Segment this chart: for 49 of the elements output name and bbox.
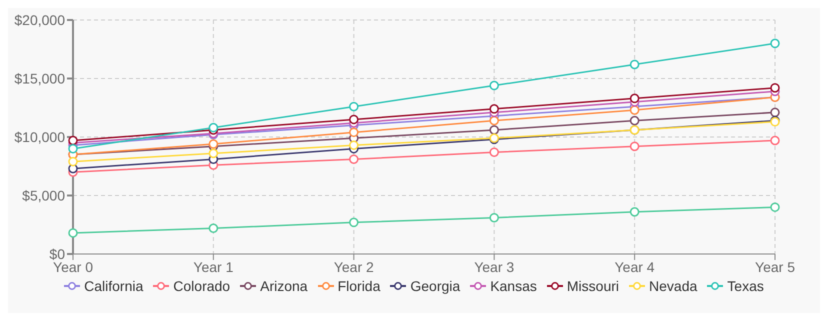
legend-label: Texas <box>727 278 764 294</box>
legend-label: Florida <box>338 278 380 294</box>
point <box>68 144 78 154</box>
point <box>208 139 218 149</box>
point <box>770 136 780 146</box>
legend-label: Nevada <box>649 278 698 294</box>
y-tick-label: $20,000 <box>14 12 66 28</box>
point <box>349 128 359 138</box>
point <box>630 94 640 104</box>
x-tick-label: Year 5 <box>755 258 796 275</box>
legend-label: Arizona <box>260 278 308 294</box>
x-tick-label: Year 2 <box>334 258 374 275</box>
legend-label: Colorado <box>173 278 230 294</box>
point <box>770 202 780 212</box>
y-tick-label: $15,000 <box>14 70 66 86</box>
y-tick-label: $5,000 <box>22 187 66 204</box>
legend-label: California <box>84 278 144 294</box>
point <box>349 218 359 228</box>
point <box>630 105 640 115</box>
legend-label: Georgia <box>410 278 460 294</box>
point <box>349 154 359 164</box>
point <box>208 224 218 234</box>
x-tick-label: Year 3 <box>474 258 514 275</box>
point <box>489 80 499 90</box>
point <box>489 104 499 114</box>
point <box>630 142 640 152</box>
point <box>770 38 780 48</box>
point <box>489 116 499 126</box>
point <box>489 147 499 157</box>
point <box>208 148 218 158</box>
x-tick-label: Year 4 <box>614 258 655 275</box>
point <box>68 136 78 146</box>
point <box>489 212 499 222</box>
point <box>770 83 780 93</box>
x-tick-label: Year 1 <box>193 258 234 275</box>
point <box>770 108 780 118</box>
point <box>630 60 640 70</box>
point <box>349 114 359 124</box>
point <box>630 116 640 126</box>
point <box>68 228 78 238</box>
point <box>489 125 499 135</box>
point <box>349 140 359 150</box>
point <box>630 207 640 217</box>
y-tick-label: $10,000 <box>14 128 66 145</box>
point <box>349 102 359 112</box>
legend-label: Missouri <box>566 278 620 294</box>
point <box>208 122 218 132</box>
point <box>68 156 78 166</box>
legend-label: Kansas <box>490 278 537 294</box>
